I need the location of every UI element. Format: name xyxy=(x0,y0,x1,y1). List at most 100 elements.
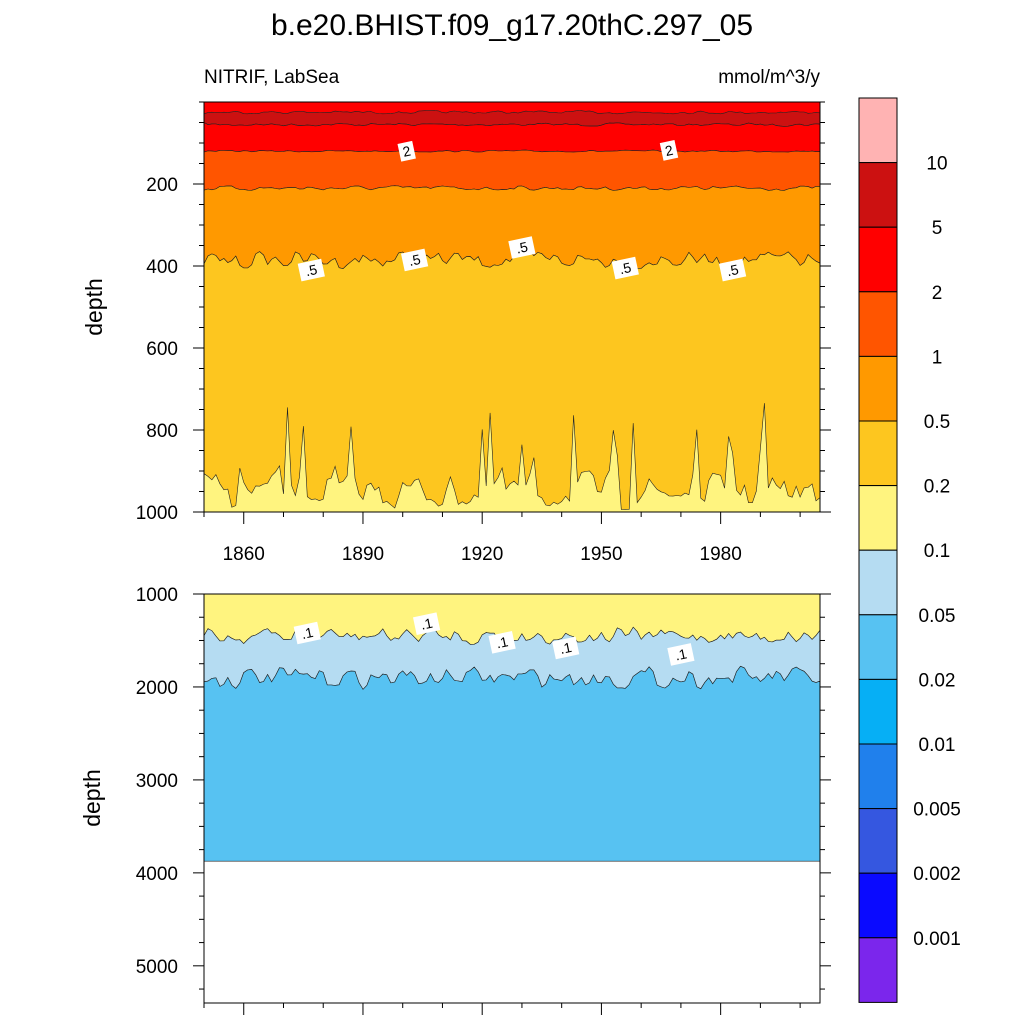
contour-label: .1 xyxy=(488,631,516,654)
lower-contour-labels: .1 .1 .1 .1 .1 xyxy=(293,612,695,666)
contour-label-bg xyxy=(400,248,429,272)
colorbar-swatch xyxy=(858,485,898,551)
contour-label-text: .5 xyxy=(618,259,633,277)
upper-axis-ticks: 200 400 600 800 1000 1860 1890 1920 1950 1980 xyxy=(136,101,831,565)
colorbar-level-label: 0.005 xyxy=(913,800,961,821)
xtick-label: 1890 xyxy=(342,544,384,565)
lower-y-axis-title: depth xyxy=(79,769,105,827)
colorbar: 10 5 2 1 0.5 0.2 0.1 0.05 0.02 0.01 0.005 0.002 0.00… xyxy=(858,97,961,1003)
colorbar-swatch xyxy=(858,162,898,228)
figure-title: b.e20.BHIST.f09_g17.20thC.297_05 xyxy=(271,9,753,42)
upper-band-top-edge xyxy=(204,102,820,105)
contour-label-bg xyxy=(488,631,516,654)
xtick-label: 1980 xyxy=(700,544,742,565)
colorbar-swatch xyxy=(858,420,898,487)
colorbar-level-label: 0.01 xyxy=(919,735,956,756)
contour-label-bg xyxy=(659,140,679,161)
lower-axis-ticks: 1000 2000 3000 4000 5000 xyxy=(136,585,831,1015)
upper-band-2 xyxy=(203,149,821,191)
lower-plot-frame xyxy=(203,593,821,1004)
contour-label: 2 xyxy=(659,140,679,161)
contour-label-text: .5 xyxy=(725,261,740,279)
contour-label-text: .1 xyxy=(558,639,573,657)
contour-label-text: .1 xyxy=(419,615,434,633)
contour-label: .1 xyxy=(667,643,695,666)
lower-ytick-label: 1000 xyxy=(136,585,178,606)
units-label: mmol/m^3/y xyxy=(718,67,820,88)
upper-band-1 xyxy=(203,121,821,153)
upper-band-5 xyxy=(203,403,821,513)
upper-ytick-label: 400 xyxy=(146,257,178,278)
upper-ytick-label: 200 xyxy=(146,175,178,196)
colorbar-swatch xyxy=(858,355,898,422)
upper-contour-labels: 2 2 .5 .5 .5 .5 .5 xyxy=(297,140,747,282)
colorbar-level-label: 0.001 xyxy=(913,929,961,950)
lower-contour-fills xyxy=(203,593,821,862)
contour-label-text: 2 xyxy=(664,142,675,159)
variable-region-label: NITRIF, LabSea xyxy=(204,67,340,88)
xtick-label: 1950 xyxy=(580,544,622,565)
colorbar-swatch xyxy=(858,678,898,745)
contour-label-text: .5 xyxy=(304,261,319,279)
contour-label: .1 xyxy=(293,621,321,645)
contour-label: .5 xyxy=(718,258,747,282)
contour-label-text: .1 xyxy=(300,624,315,642)
xtick-label: 1860 xyxy=(223,544,265,565)
contour-label-bg xyxy=(508,236,536,259)
contour-label: .5 xyxy=(508,236,536,259)
contour-label: 2 xyxy=(397,140,416,162)
contour-label: .5 xyxy=(611,256,639,280)
colorbar-level-label: 5 xyxy=(932,218,943,239)
contour-label-bg xyxy=(397,140,416,162)
contour-label-text: 2 xyxy=(401,143,412,160)
colorbar-swatch xyxy=(858,743,898,810)
colorbar-level-label: 0.05 xyxy=(919,606,956,627)
lower-ytick-label: 4000 xyxy=(136,864,178,885)
contour-label-bg xyxy=(667,643,695,666)
colorbar-level-label: 1 xyxy=(932,347,943,368)
contour-label: .1 xyxy=(552,636,580,660)
upper-y-axis-title: depth xyxy=(81,278,107,336)
colorbar-level-label: 10 xyxy=(926,154,947,175)
colorbar-swatch xyxy=(858,808,898,874)
contour-label-text: .1 xyxy=(674,645,689,663)
colorbar-swatch xyxy=(858,97,898,164)
contour-label: .1 xyxy=(412,612,441,635)
lower-band-2 xyxy=(203,665,821,862)
contour-label-text: .5 xyxy=(407,251,422,269)
contour-label-bg xyxy=(552,636,580,660)
colorbar-level-label: 0.2 xyxy=(924,477,950,498)
upper-ytick-label: 600 xyxy=(146,339,178,360)
lower-panel: 1000 2000 3000 4000 5000 .1 .1 .1 .1 .1 depth xyxy=(79,585,831,1015)
upper-panel: NITRIF, LabSea mmol/m^3/y 200 400 600 800 10… xyxy=(81,67,831,565)
contour-label-bg xyxy=(293,621,321,645)
contour-label-bg xyxy=(611,256,639,280)
colorbar-swatch xyxy=(858,291,898,357)
colorbar-swatch xyxy=(858,614,898,680)
colorbar-swatch xyxy=(858,226,898,293)
upper-ytick-label: 1000 xyxy=(136,503,178,524)
lower-ytick-label: 2000 xyxy=(136,678,178,699)
upper-ytick-label: 800 xyxy=(146,421,178,442)
xtick-label: 1920 xyxy=(461,544,503,565)
lower-ytick-label: 5000 xyxy=(136,957,178,978)
colorbar-swatch xyxy=(858,549,898,616)
contour-label-bg xyxy=(718,258,747,282)
colorbar-swatch xyxy=(858,937,898,1003)
colorbar-level-label: 2 xyxy=(932,283,943,304)
colorbar-swatch xyxy=(858,872,898,939)
lower-ytick-label: 3000 xyxy=(136,771,178,792)
upper-contour-fills xyxy=(203,102,821,513)
colorbar-level-label: 0.1 xyxy=(924,541,950,562)
colorbar-level-label: 0.02 xyxy=(919,670,956,691)
upper-band-surface xyxy=(204,104,820,114)
contour-label-bg xyxy=(412,612,441,635)
contour-label-text: .1 xyxy=(495,633,510,651)
contour-label-bg xyxy=(297,258,325,282)
contour-label: .5 xyxy=(297,258,325,282)
colorbar-level-label: 0.5 xyxy=(924,412,950,433)
contour-label-text: .5 xyxy=(515,238,530,256)
contour-label: .5 xyxy=(400,248,429,272)
colorbar-level-label: 0.002 xyxy=(913,864,961,885)
